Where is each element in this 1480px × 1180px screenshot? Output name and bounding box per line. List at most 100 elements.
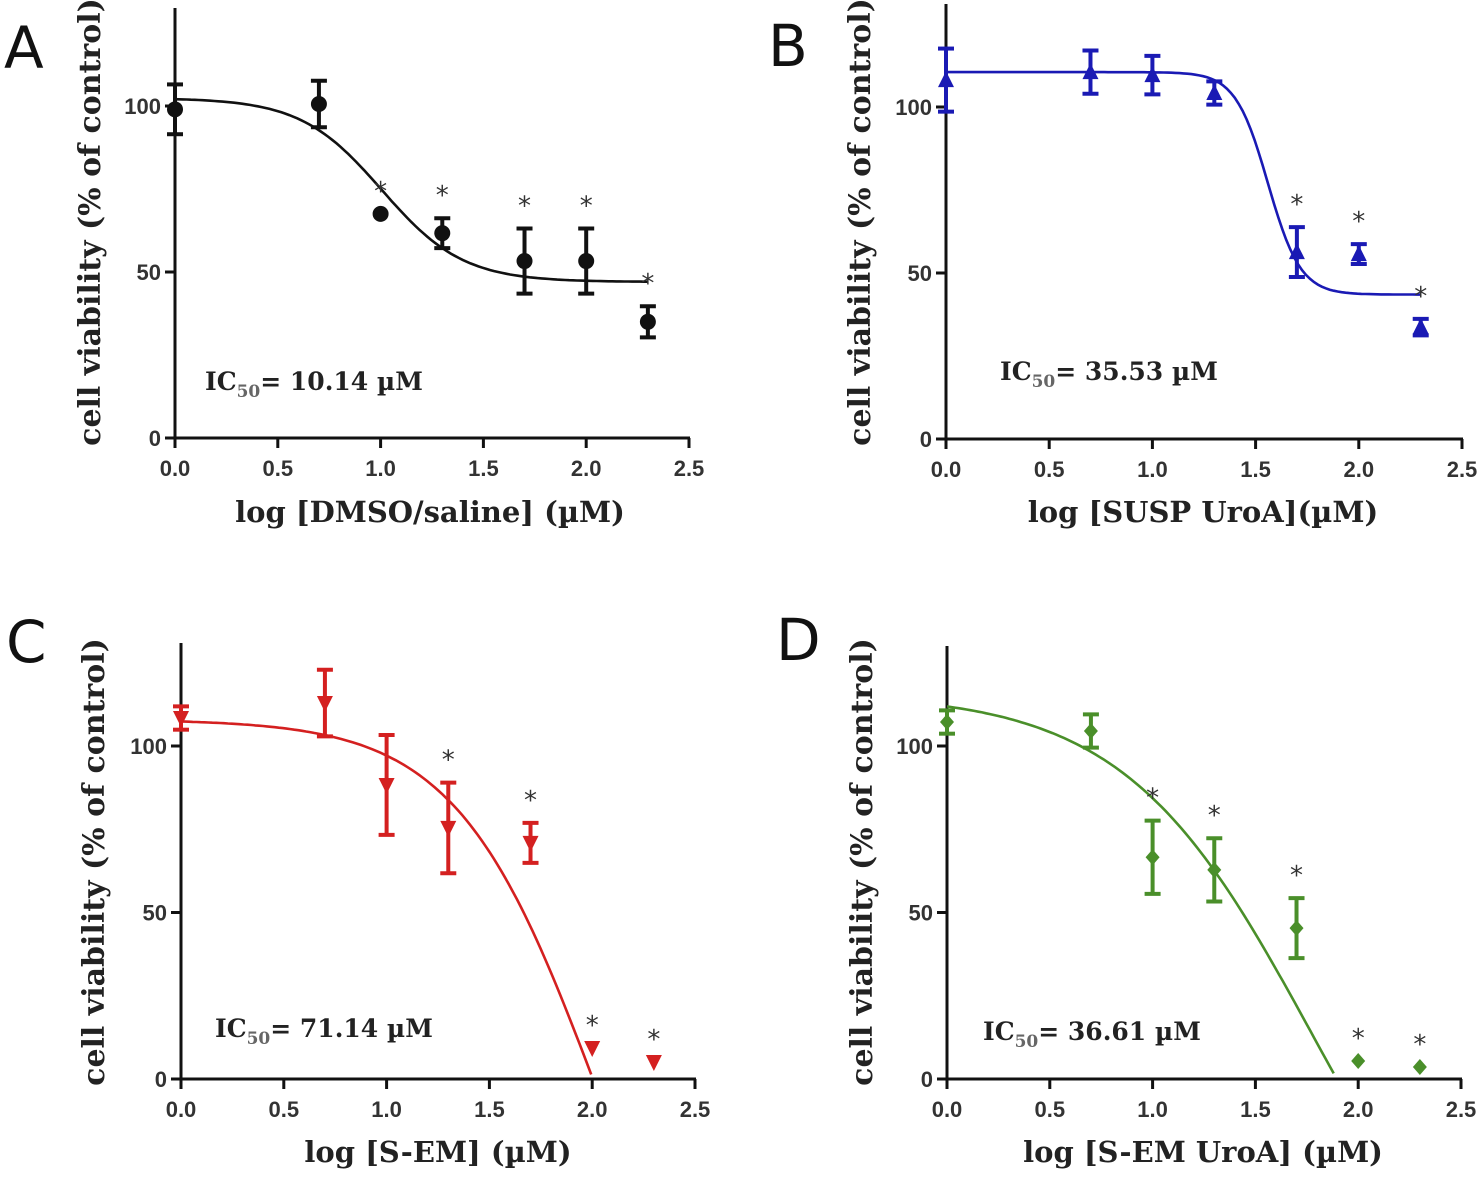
y-tick-label: 100 [896, 734, 933, 759]
panel-c: C cell viability (% of control) log [S-E… [6, 608, 710, 1169]
x-tick-label: 0.5 [1035, 1097, 1066, 1122]
data-point [1288, 243, 1305, 260]
panel-letter: D [776, 606, 821, 674]
data-point [516, 253, 533, 270]
significance-asterisk: * [518, 192, 531, 222]
y-tick-label: 100 [130, 734, 167, 759]
data-point [1144, 66, 1161, 83]
data-point [1412, 1059, 1427, 1076]
significance-asterisk: * [647, 1025, 660, 1055]
y-tick-label: 50 [137, 260, 161, 285]
data-point [372, 205, 389, 222]
y-tick-label: 0 [921, 1067, 933, 1092]
significance-asterisk: * [1413, 1030, 1426, 1060]
data-point [639, 313, 656, 330]
ic50-annotation: IC50= 36.61 µM [983, 1017, 1201, 1052]
x-tick-label: 1.0 [1137, 457, 1168, 482]
x-tick-label: 1.5 [1240, 457, 1271, 482]
axes: 0.0 0.5 1.0 1.5 2.0 2.5 0 50 100 [896, 646, 1476, 1122]
data-marks: * * * [938, 46, 1429, 338]
x-axis-label: log [SUSP UroA](µM) [1028, 495, 1378, 529]
x-tick-label: 2.0 [577, 1097, 608, 1122]
y-axis-label: cell viability (% of control) [845, 638, 880, 1086]
significance-asterisk: * [1352, 1024, 1365, 1054]
data-point [1351, 1053, 1366, 1070]
x-tick-label: 2.5 [680, 1097, 711, 1122]
fit-curve [174, 97, 648, 283]
ic50-annotation: IC50= 35.53 µM [1000, 357, 1218, 392]
significance-asterisk: * [524, 786, 537, 816]
y-tick-label: 100 [124, 94, 161, 119]
x-axis-label: log [S-EM] (µM) [304, 1135, 571, 1169]
x-tick-label: 0.0 [166, 1097, 197, 1122]
panel-letter: C [6, 608, 47, 676]
ic50-annotation: IC50= 10.14 µM [205, 367, 423, 402]
y-tick-label: 50 [908, 261, 932, 286]
x-axis-label: log [S-EM UroA] (µM) [1023, 1135, 1383, 1169]
x-tick-label: 1.0 [371, 1097, 402, 1122]
significance-asterisk: * [586, 1011, 599, 1041]
x-tick-label: 2.0 [1344, 457, 1375, 482]
data-point [645, 1055, 662, 1072]
x-tick-label: 1.5 [474, 1097, 505, 1122]
axes: 0.0 0.5 1.0 1.5 2.0 2.5 0 50 100 [895, 4, 1477, 482]
significance-asterisk: * [641, 269, 654, 299]
data-marks: * * * * [173, 667, 662, 1075]
data-point [940, 714, 954, 731]
fit-curve [946, 70, 1421, 296]
significance-asterisk: * [1208, 801, 1221, 831]
axes: 0.0 0.5 1.0 1.5 2.0 2.5 0 50 100 [130, 643, 710, 1122]
data-point [1412, 318, 1429, 335]
x-tick-label: 2.5 [1446, 1097, 1477, 1122]
data-point [1289, 920, 1304, 937]
data-point [1083, 723, 1098, 740]
x-tick-label: 0.0 [160, 456, 191, 481]
y-tick-label: 50 [143, 901, 167, 926]
x-tick-label: 1.5 [1240, 1097, 1271, 1122]
significance-asterisk: * [1290, 861, 1303, 891]
x-tick-label: 1.0 [1137, 1097, 1168, 1122]
axes: 0.0 0.5 1.0 1.5 2.0 2.5 0 50 100 [124, 8, 704, 481]
data-point [938, 71, 954, 88]
fit-curve [946, 705, 1335, 1075]
data-point [1350, 245, 1367, 262]
significance-asterisk: * [442, 746, 455, 776]
data-point [1145, 849, 1160, 866]
significance-asterisk: * [436, 181, 449, 211]
x-tick-label: 0.0 [932, 1097, 963, 1122]
data-point [310, 96, 327, 113]
data-point [1082, 63, 1099, 80]
data-point [173, 711, 189, 728]
y-axis-label: cell viability (% of control) [73, 0, 108, 446]
data-marks: * * * * * [939, 705, 1427, 1076]
data-point [378, 777, 395, 794]
data-point [434, 225, 451, 242]
x-tick-label: 0.5 [263, 456, 294, 481]
x-tick-label: 0.5 [1034, 457, 1065, 482]
significance-asterisk: * [374, 177, 387, 207]
significance-asterisk: * [1414, 282, 1427, 312]
data-point [316, 696, 333, 713]
data-point [1206, 84, 1223, 101]
data-point [578, 253, 595, 270]
y-tick-label: 50 [909, 901, 933, 926]
y-tick-label: 0 [149, 426, 161, 451]
data-marks: * * * * * [167, 78, 656, 340]
data-point [522, 835, 539, 852]
data-point [1207, 861, 1222, 878]
panel-letter: B [768, 12, 808, 80]
ic50-annotation: IC50= 71.14 µM [215, 1014, 433, 1049]
y-tick-label: 0 [920, 427, 932, 452]
significance-asterisk: * [1146, 784, 1159, 814]
data-point [584, 1041, 601, 1058]
x-tick-label: 1.0 [365, 456, 396, 481]
y-axis-label: cell viability (% of control) [77, 638, 112, 1086]
x-axis-label: log [DMSO/saline] (µM) [235, 495, 625, 529]
y-axis-label: cell viability (% of control) [843, 0, 878, 446]
x-tick-label: 2.0 [571, 456, 602, 481]
significance-asterisk: * [1290, 190, 1303, 220]
x-tick-label: 2.5 [674, 456, 705, 481]
data-point [440, 820, 457, 837]
panel-b: B cell viability (% of control) log [SUS… [768, 0, 1477, 529]
x-tick-label: 2.5 [1447, 457, 1478, 482]
